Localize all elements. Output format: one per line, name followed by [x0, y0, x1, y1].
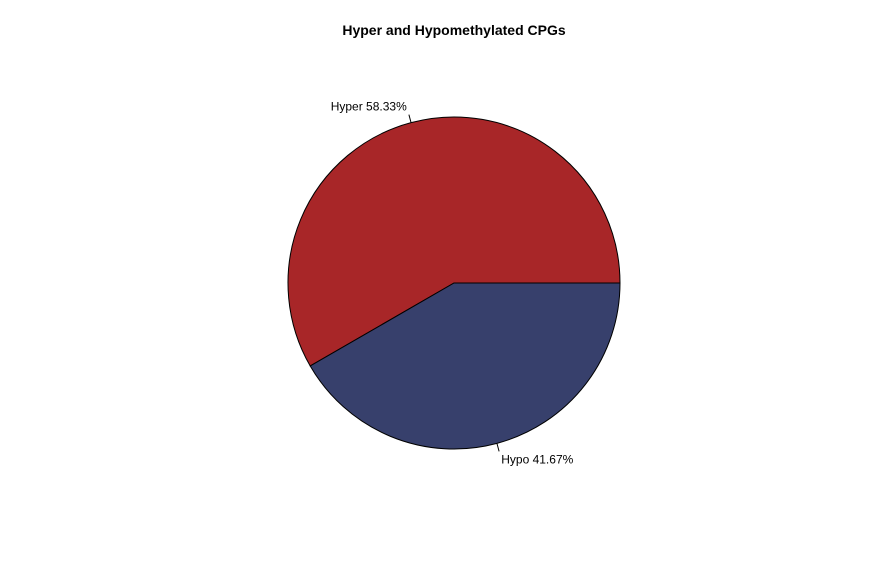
pie-slice-hypo	[309, 282, 621, 450]
pie-slice-label: Hypo 41.67%	[501, 452, 573, 466]
pie-label-leader	[496, 443, 500, 452]
chart-title: Hyper and Hypomethylated CPGs	[342, 22, 565, 38]
pie-label-leader	[408, 114, 412, 123]
pie-slice-label: Hyper 58.33%	[331, 100, 407, 114]
pie-slice-hyper	[287, 116, 621, 367]
pie-labels: Hyper 58.33% Hypo 41.67%	[331, 100, 574, 467]
pie-slices	[287, 116, 621, 450]
